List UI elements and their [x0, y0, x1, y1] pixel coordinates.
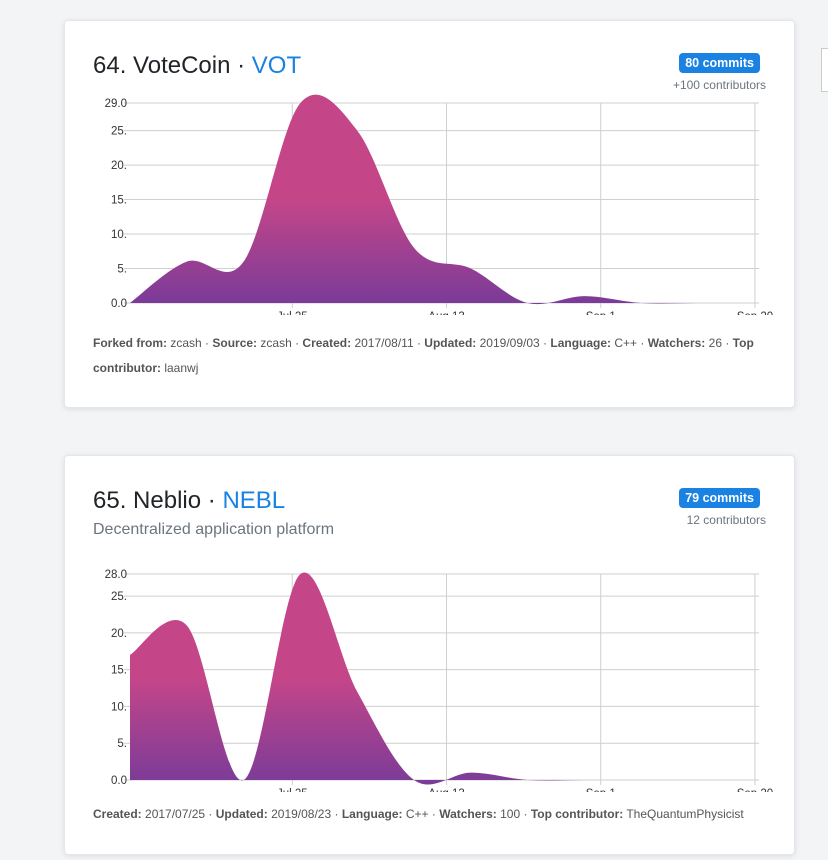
meta-value: 2017/08/11	[351, 336, 414, 350]
meta-label: Source:	[212, 336, 258, 350]
meta-value: zcash	[257, 336, 292, 350]
project-metadata: Forked from: zcash · Source: zcash · Cre…	[93, 336, 754, 375]
meta-value: 26	[705, 336, 722, 350]
meta-value: 2019/09/03	[476, 336, 540, 350]
meta-label: Language:	[550, 336, 612, 350]
x-tick-label: Aug 13	[428, 311, 464, 315]
y-tick-label: 20.	[111, 160, 127, 172]
meta-label: Top contributor:	[530, 807, 624, 821]
meta-label: Forked from:	[93, 336, 168, 350]
commits-area-chart: 0.0 5. 10. 15. 20. 25. 29.0 Jul 25 Aug 13 Sep 1 Se…	[105, 94, 773, 315]
meta-label: Created:	[93, 807, 142, 821]
y-tick-label: 20.	[111, 628, 127, 640]
meta-label: Language:	[341, 807, 403, 821]
y-tick-label: 5.	[117, 264, 127, 276]
title-separator: ·	[207, 487, 216, 514]
x-tick-label: Jul 25	[277, 788, 308, 792]
meta-value: TheQuantumPhysicist	[623, 807, 744, 821]
project-metadata: Created: 2017/07/25 · Updated: 2019/08/2…	[93, 807, 744, 821]
commits-area	[130, 94, 755, 305]
project-ticker-link[interactable]: NEBL	[222, 487, 286, 514]
x-tick-label: Sep 1	[586, 311, 616, 315]
y-tick-label: 29.0	[105, 98, 127, 110]
meta-label: Created:	[302, 336, 352, 350]
meta-value: laanwj	[161, 360, 199, 375]
project-ticker-link[interactable]: VOT	[251, 52, 302, 79]
meta-value: zcash	[167, 336, 202, 350]
project-title: 65. Neblio · NEBL	[93, 489, 285, 513]
meta-value: C++	[402, 807, 429, 821]
project-card-neblio: 65. Neblio · NEBL Decentralized applicat…	[64, 455, 795, 855]
contributors-count: +100 contributors	[672, 78, 766, 92]
y-tick-label: 28.0	[105, 569, 127, 581]
project-description: Decentralized application platform	[93, 521, 335, 538]
meta-label: Watchers:	[647, 336, 706, 350]
commits-badge: 80 commits	[679, 53, 760, 73]
commits-area-chart: 0.0 5. 10. 15. 20. 25. 28.0 Jul 25 Aug 13 Sep 1 Se…	[105, 569, 774, 792]
meta-label: Updated:	[215, 807, 268, 821]
meta-label: Watchers:	[439, 807, 497, 821]
meta-label: Updated:	[424, 336, 477, 350]
x-tick-label: Sep 1	[586, 788, 616, 792]
y-tick-label: 25.	[111, 126, 127, 138]
project-card-votecoin: 64. VoteCoin · VOT 80 commits +100 contr…	[64, 20, 795, 408]
x-tick-label: Jul 25	[277, 311, 308, 315]
x-tick-label: Aug 13	[428, 788, 464, 792]
y-tick-label: 0.0	[111, 298, 127, 310]
y-tick-label: 0.0	[111, 775, 127, 787]
project-rank: 65.	[93, 487, 127, 514]
x-tick-label: Sep 20	[737, 788, 773, 792]
commits-badge: 79 commits	[679, 488, 760, 508]
commits-area	[130, 572, 755, 785]
y-tick-label: 15.	[111, 665, 127, 677]
project-name: Neblio	[133, 487, 202, 514]
meta-label: Top contributor:	[93, 336, 754, 375]
y-tick-label: 15.	[111, 195, 127, 207]
contributors-count: 12 contributors	[686, 513, 766, 527]
meta-value: 2019/08/23	[267, 807, 332, 821]
y-tick-label: 5.	[117, 738, 127, 750]
meta-value: 100	[496, 807, 521, 821]
y-tick-label: 25.	[111, 591, 127, 603]
x-tick-label: Sep 20	[737, 311, 773, 315]
scrollbar-stub[interactable]	[821, 48, 828, 92]
y-tick-label: 10.	[111, 701, 127, 713]
y-tick-label: 10.	[111, 229, 127, 241]
meta-value: 2017/07/25	[141, 807, 206, 821]
project-rank: 64.	[93, 52, 127, 79]
meta-value: C++	[611, 336, 638, 350]
project-title: 64. VoteCoin · VOT	[93, 54, 301, 78]
title-separator: ·	[237, 52, 246, 79]
project-name: VoteCoin	[133, 52, 231, 79]
